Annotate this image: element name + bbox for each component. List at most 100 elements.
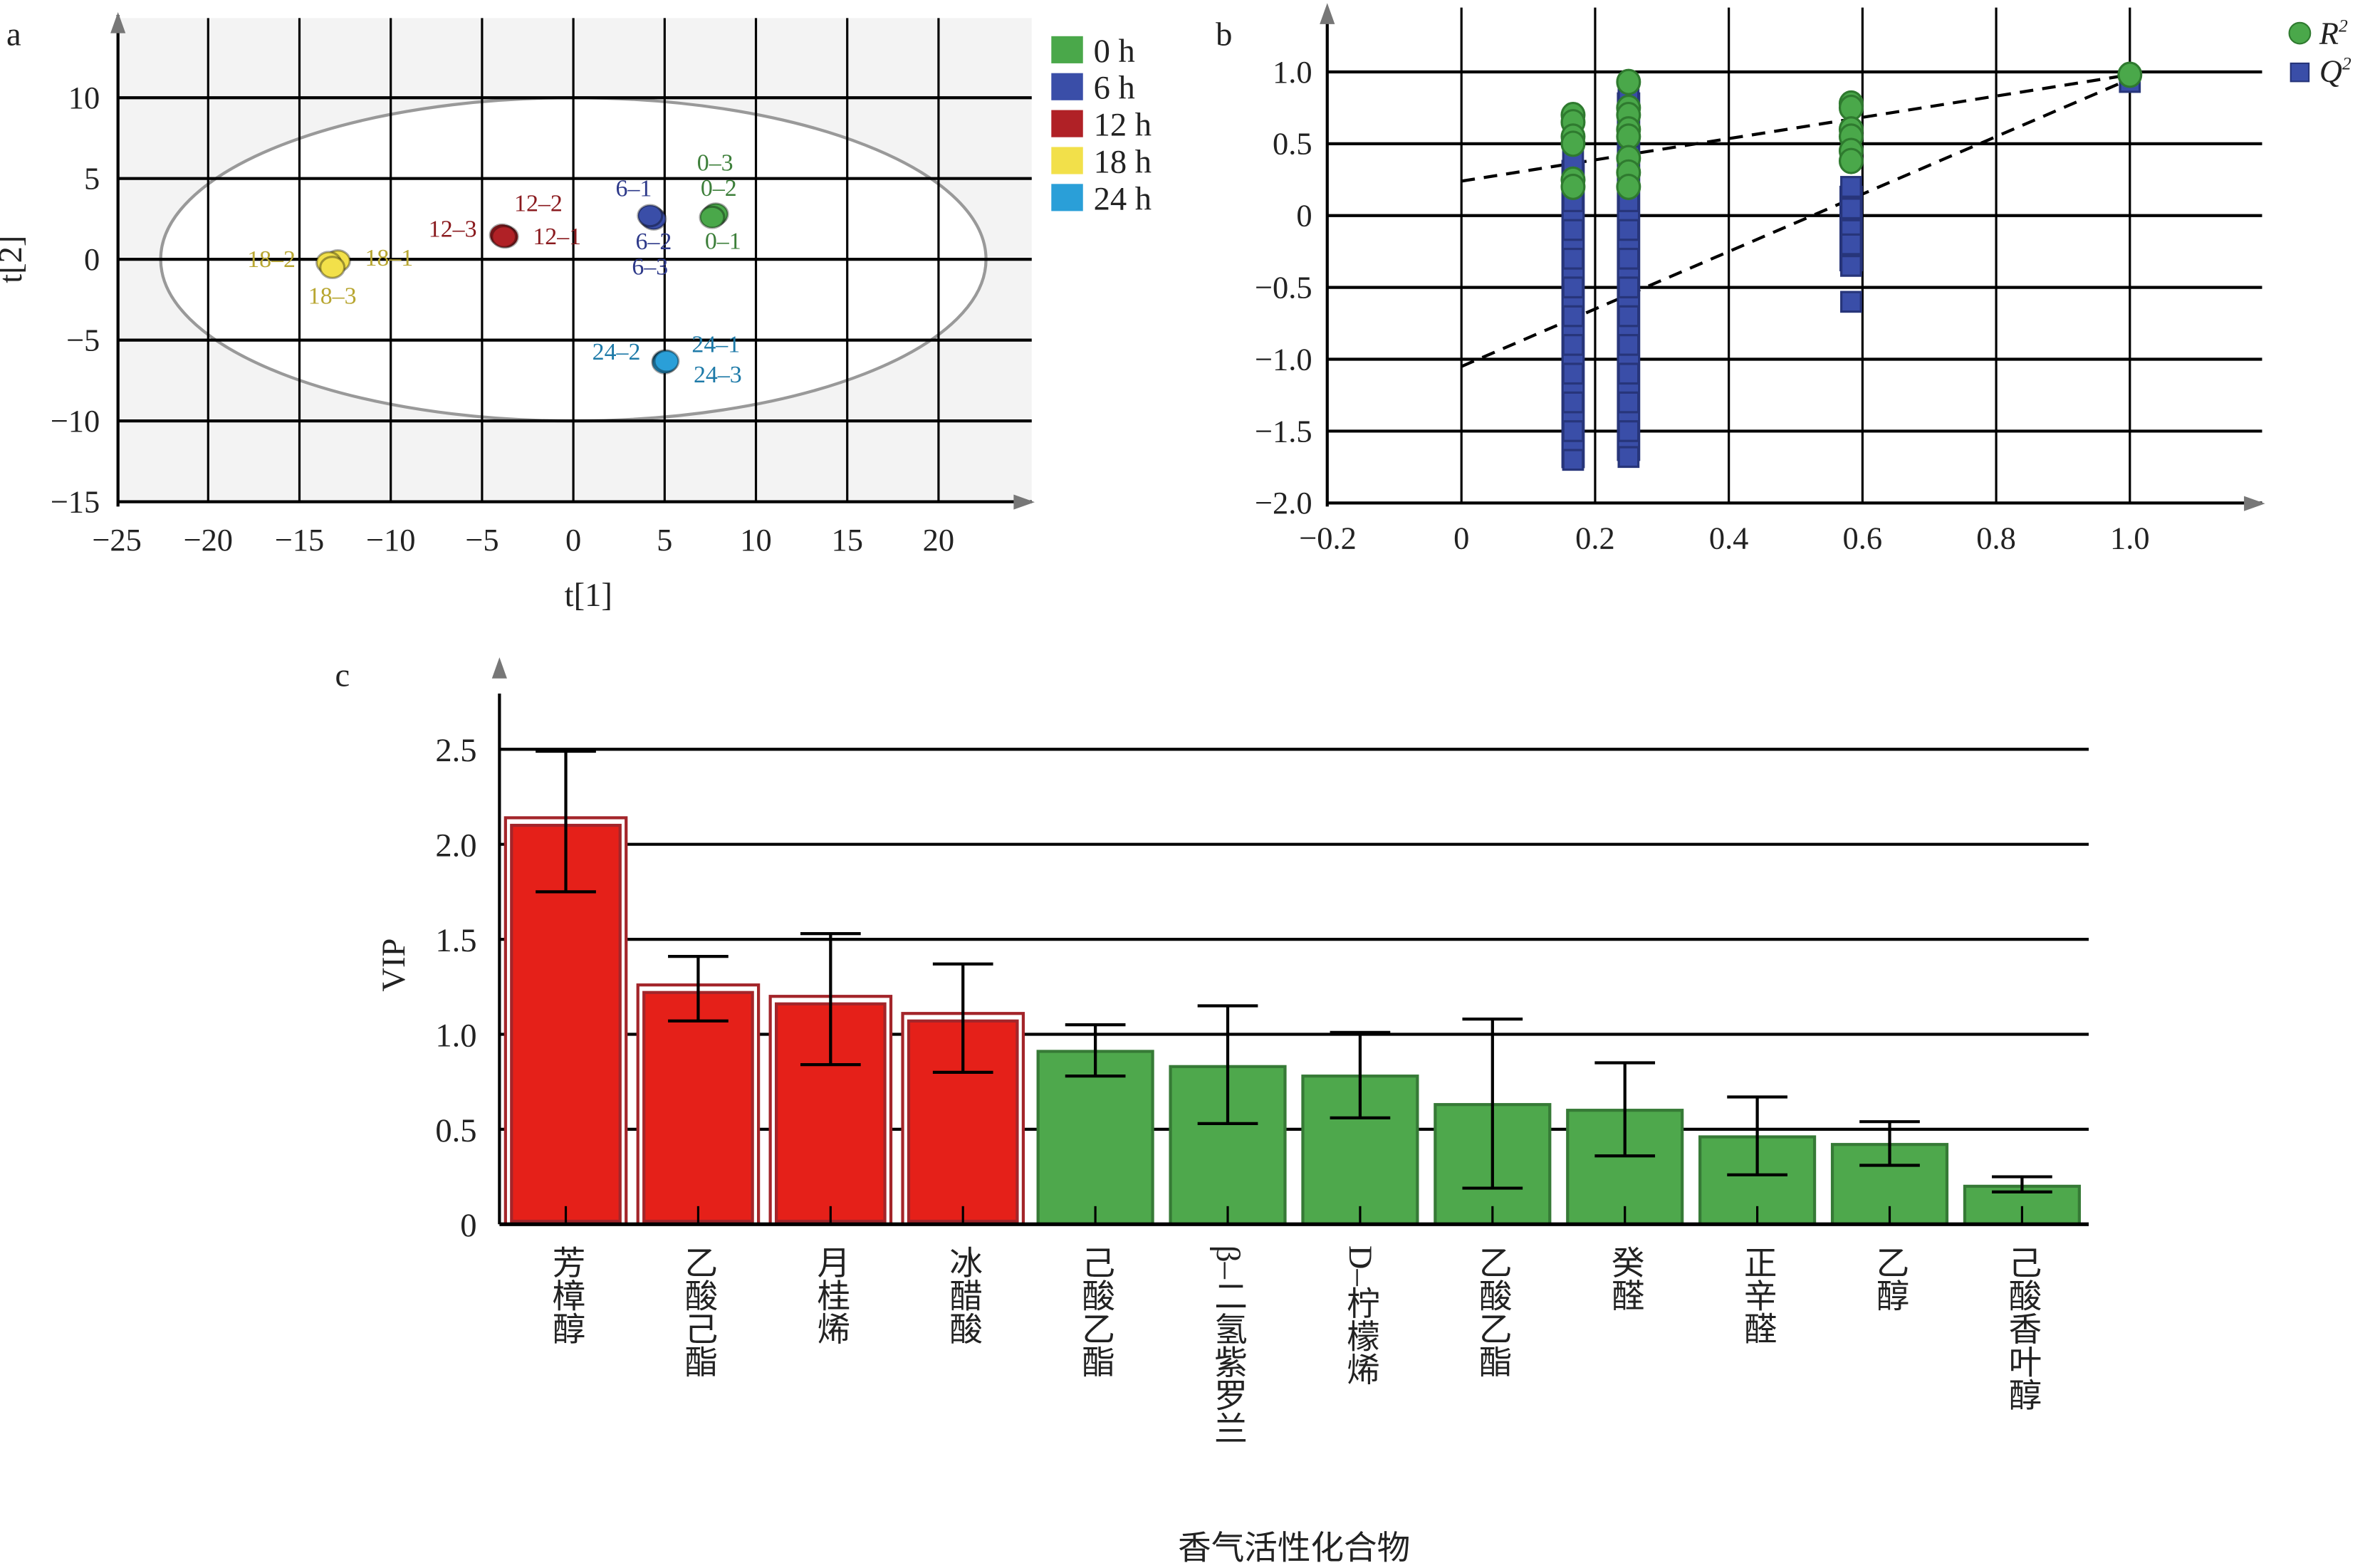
legend-q2-marker [2290, 62, 2310, 83]
point-label: 24–2 [592, 339, 641, 365]
legend-label: 0 h [1094, 33, 1135, 70]
pca-y-axis-label: t[2] [0, 236, 29, 283]
panel-label-c: c [335, 657, 350, 694]
category-label: 冰醋酸 [944, 1245, 981, 1345]
x-tick-label: 1.0 [2110, 521, 2150, 556]
q2-point [1840, 197, 1862, 220]
category-label: β–二氢紫罗兰 [1209, 1245, 1246, 1445]
q2-point [1617, 446, 1640, 469]
r2-point [1560, 173, 1586, 200]
r2-point [1560, 130, 1586, 157]
score-point [653, 349, 680, 373]
panel-label-b: b [1216, 16, 1232, 53]
point-label: 0–3 [697, 150, 733, 177]
q2-point [1562, 362, 1585, 385]
y-tick-label: −2.0 [1255, 485, 1312, 521]
permutation-test-plot: −0.2 0 0.2 0.4 0.6 0.8 1.0 −2.0 −1.5 −1.0 −0.5 0 0.5… [1255, 3, 2265, 556]
point-label: 6–3 [632, 254, 668, 280]
y-tick-label: 2.0 [435, 827, 476, 864]
y-axis-arrow [1320, 3, 1335, 24]
point-label: 0–2 [701, 175, 737, 202]
y-tick-label: 1.5 [435, 922, 476, 959]
category-label: 乙酸己酯 [679, 1245, 716, 1378]
q2-point [1617, 420, 1640, 442]
point-label: 24–1 [691, 331, 740, 357]
q2-point [1617, 334, 1640, 356]
x-tick-label: −15 [275, 522, 325, 558]
x-tick-label: 20 [923, 522, 954, 558]
x-tick-label: −10 [366, 522, 416, 558]
x-tick-label: 0.8 [1976, 521, 2016, 556]
pca-score-plot: −25 −20 −15 −10 −5 0 5 10 15 20 −15 −10 −5 0 5 10 0–1 0–2… [51, 11, 1152, 558]
legend-label: 6 h [1094, 70, 1135, 107]
x-tick-label: 10 [740, 522, 771, 558]
category-label: D–柠檬烯 [1342, 1245, 1379, 1386]
y-tick-label: −15 [51, 484, 100, 519]
q2-point [1840, 176, 1862, 198]
point-label: 0–1 [705, 228, 741, 254]
x-axis-arrow [1013, 494, 1035, 510]
x-tick-label: 15 [831, 522, 862, 558]
point-label: 18–1 [365, 245, 413, 271]
y-tick-label: 0.5 [1273, 126, 1312, 162]
bar [642, 991, 754, 1223]
category-label: 月桂烯 [812, 1245, 849, 1345]
score-point [637, 204, 664, 228]
q2-point [1562, 449, 1585, 471]
x-tick-label: 0.4 [1709, 521, 1749, 556]
legend-swatch [1051, 184, 1083, 211]
y-tick-label: 0 [84, 241, 100, 277]
legend-b: R2 Q2 [2288, 15, 2351, 88]
point-label: 12–1 [533, 224, 581, 250]
category-label: 正辛醛 [1739, 1245, 1776, 1345]
r2-point [1616, 68, 1641, 95]
legend-swatch [1051, 147, 1083, 174]
vip-bar-chart: 0 0.5 1.0 1.5 2.0 2.5 芳樟醇 乙酸己酯 月桂烯 冰醋酸 己酸乙酯 β–二氢紫罗兰… [435, 657, 2089, 1445]
q2-point [1840, 255, 1862, 277]
r2-point [1838, 147, 1864, 174]
legend-r2-marker [2288, 21, 2312, 45]
pca-x-axis-label: t[1] [565, 577, 612, 614]
score-point [699, 205, 726, 229]
category-label: 己酸乙酯 [1077, 1245, 1114, 1378]
r2-point [1616, 173, 1641, 200]
point-label: 18–3 [308, 283, 357, 309]
q2-point [1617, 219, 1640, 241]
y-tick-label: 10 [68, 80, 100, 115]
q2-point [1617, 305, 1640, 328]
panel-label-a: a [6, 16, 21, 53]
x-tick-label: −25 [92, 522, 142, 558]
q2-point [1562, 219, 1585, 241]
q2-point [1617, 391, 1640, 414]
x-tick-label: −5 [465, 522, 498, 558]
point-label: 12–2 [514, 190, 563, 216]
q2-point [1562, 391, 1585, 414]
x-axis-arrow [2244, 496, 2265, 511]
q2-point [1617, 247, 1640, 270]
category-label: 乙醇 [1871, 1245, 1909, 1312]
legend-label: 18 h [1094, 143, 1152, 180]
x-tick-label: −0.2 [1299, 521, 1357, 556]
q2-point [1562, 420, 1585, 442]
vip-x-axis-label: 香气活性化合物 [1178, 1530, 1410, 1567]
point-label: 6–1 [616, 176, 652, 202]
y-tick-label: 1.0 [1273, 54, 1312, 90]
y-tick-label: −1.0 [1255, 341, 1312, 377]
legend-swatch [1051, 36, 1083, 63]
x-tick-label: −20 [184, 522, 234, 558]
point-label: 6–2 [636, 229, 672, 255]
category-label: 己酸香叶醇 [2003, 1245, 2040, 1411]
score-point [491, 224, 518, 249]
y-tick-label: 0 [460, 1207, 476, 1244]
q2-point [1617, 276, 1640, 299]
q2-point [1562, 247, 1585, 270]
legend-r2-label: R2 [2319, 15, 2348, 51]
y-axis-arrow [110, 11, 126, 33]
legend-label: 24 h [1094, 180, 1152, 217]
y-tick-label: 2.5 [435, 732, 476, 769]
y-tick-label: −0.5 [1255, 269, 1312, 305]
y-tick-label: 5 [84, 161, 100, 197]
x-tick-label: 5 [657, 522, 672, 558]
y-tick-label: −5 [66, 322, 100, 357]
